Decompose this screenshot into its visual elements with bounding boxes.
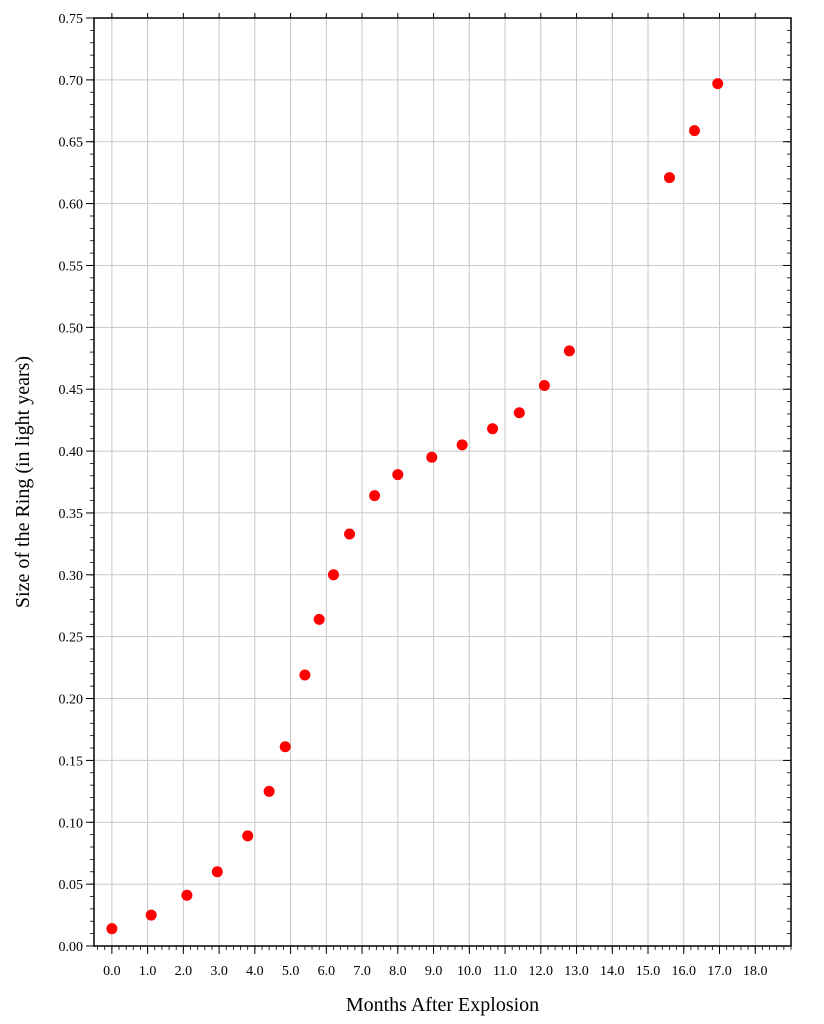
x-tick-label: 11.0 bbox=[493, 964, 517, 979]
y-tick-label: 0.70 bbox=[59, 74, 84, 89]
data-point bbox=[106, 923, 118, 935]
y-axis-title: Size of the Ring (in light years) bbox=[12, 356, 34, 608]
y-tick-label: 0.00 bbox=[59, 940, 84, 955]
x-tick-label: 7.0 bbox=[353, 964, 371, 979]
data-point bbox=[563, 345, 575, 357]
data-point bbox=[313, 613, 325, 625]
x-tick-label: 10.0 bbox=[457, 964, 482, 979]
data-point bbox=[263, 785, 275, 797]
y-tick-label: 0.75 bbox=[59, 12, 84, 27]
x-tick-label: 13.0 bbox=[564, 964, 589, 979]
y-tick-label: 0.60 bbox=[59, 198, 84, 213]
data-point bbox=[211, 866, 223, 878]
plot-frame bbox=[93, 17, 792, 947]
x-tick-label: 12.0 bbox=[529, 964, 554, 979]
x-tick-label: 3.0 bbox=[210, 964, 228, 979]
data-points bbox=[106, 78, 724, 935]
data-point bbox=[344, 528, 356, 540]
data-point bbox=[279, 741, 291, 753]
y-tick-label: 0.20 bbox=[59, 693, 84, 708]
data-point bbox=[181, 889, 193, 901]
x-tick-label: 15.0 bbox=[636, 964, 661, 979]
y-tick-label: 0.05 bbox=[59, 878, 84, 893]
x-tick-label: 0.0 bbox=[103, 964, 121, 979]
data-point bbox=[327, 569, 339, 581]
y-tick-label: 0.15 bbox=[59, 754, 84, 769]
minor-ticks bbox=[90, 17, 792, 950]
x-tick-label: 9.0 bbox=[425, 964, 443, 979]
tick-labels: 0.0 1.0 2.0 3.0 4.0 5.0 6.0 7.0 8.0 9.0 10.0 11.0 12… bbox=[59, 12, 768, 979]
y-tick-label: 0.25 bbox=[59, 631, 84, 646]
data-point bbox=[688, 125, 700, 137]
data-point bbox=[426, 451, 438, 463]
x-tick-label: 18.0 bbox=[743, 964, 768, 979]
x-tick-label: 8.0 bbox=[389, 964, 407, 979]
x-tick-label: 6.0 bbox=[318, 964, 336, 979]
data-point bbox=[456, 439, 468, 451]
y-tick-label: 0.30 bbox=[59, 569, 84, 584]
x-tick-label: 4.0 bbox=[246, 964, 264, 979]
x-tick-label: 16.0 bbox=[672, 964, 697, 979]
data-point bbox=[487, 423, 499, 435]
data-point bbox=[299, 669, 311, 681]
x-tick-label: 14.0 bbox=[600, 964, 625, 979]
data-point bbox=[712, 78, 724, 90]
y-tick-label: 0.35 bbox=[59, 507, 84, 522]
data-point bbox=[242, 830, 254, 842]
data-point bbox=[145, 909, 157, 921]
x-axis-title: Months After Explosion bbox=[346, 994, 539, 1016]
y-tick-label: 0.65 bbox=[59, 136, 84, 151]
grid bbox=[94, 17, 791, 947]
x-tick-label: 2.0 bbox=[175, 964, 193, 979]
data-point bbox=[369, 490, 381, 502]
x-tick-label: 5.0 bbox=[282, 964, 300, 979]
data-point bbox=[392, 469, 404, 481]
y-tick-label: 0.10 bbox=[59, 816, 84, 831]
y-tick-label: 0.40 bbox=[59, 445, 84, 460]
data-point bbox=[538, 379, 550, 391]
data-point bbox=[513, 407, 525, 419]
major-ticks bbox=[86, 13, 791, 954]
x-tick-label: 1.0 bbox=[139, 964, 157, 979]
data-point bbox=[663, 172, 675, 184]
y-tick-label: 0.50 bbox=[59, 321, 84, 336]
y-tick-label: 0.55 bbox=[59, 259, 84, 274]
x-tick-label: 17.0 bbox=[707, 964, 732, 979]
y-tick-label: 0.45 bbox=[59, 383, 84, 398]
